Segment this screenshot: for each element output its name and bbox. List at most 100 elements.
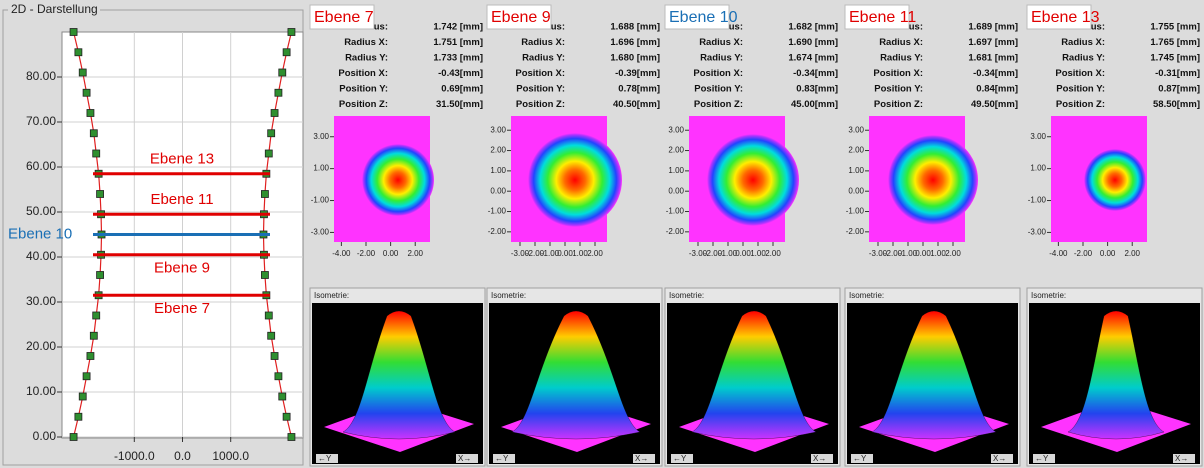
metric-key: Position X:: [338, 68, 388, 79]
data-point: [279, 393, 286, 400]
map-y-tick-label: 3.00: [848, 125, 864, 134]
iso-title: Isometrie:: [314, 291, 349, 300]
data-point: [261, 272, 268, 279]
iso-axis-label: X→: [1175, 454, 1188, 463]
y-tick-label: 60.00: [26, 159, 56, 173]
data-point: [268, 130, 275, 137]
map-x-tick-label: 0.00: [915, 249, 931, 258]
iso-axis-label: ←Y: [318, 454, 332, 463]
data-point: [288, 434, 295, 441]
iso-axis-label: ←Y: [673, 454, 687, 463]
map-y-tick-label: -3.00: [1028, 228, 1047, 237]
metric-key: Radius X:: [879, 37, 923, 48]
metric-value: -0.34[mm]: [973, 68, 1018, 79]
map-x-tick-label: -4.00: [1049, 249, 1068, 258]
map-y-tick-label: 0.00: [668, 186, 684, 195]
plane-tab-label: Ebene 13: [1031, 9, 1100, 26]
metric-key: Radius X:: [521, 37, 565, 48]
y-tick-label: 30.00: [26, 294, 56, 308]
data-point: [97, 272, 104, 279]
map-x-tick-label: 0.00: [735, 249, 751, 258]
metric-value: 0.83[mm]: [796, 84, 838, 95]
map-y-tick-label: 3.00: [1030, 132, 1046, 141]
y-tick-label: 40.00: [26, 249, 56, 263]
metric-key: Position Z:: [1056, 99, 1105, 110]
beam-spot: [1084, 149, 1146, 211]
iso-axis-label: X→: [993, 454, 1006, 463]
data-point: [90, 130, 97, 137]
metric-value: 1.690 [mm]: [788, 37, 838, 48]
map-y-tick-label: -1.00: [666, 207, 685, 216]
map-x-tick-label: 0.00: [383, 249, 399, 258]
metric-value: 40.50[mm]: [613, 99, 660, 110]
data-point: [87, 110, 94, 117]
screen: 2D - Darstellung 0.0010.0020.0030.0040.0…: [0, 0, 1204, 468]
plane-label: Ebene 10: [8, 225, 72, 242]
data-point: [79, 393, 86, 400]
iso-title: Isometrie:: [669, 291, 704, 300]
metric-value: 1.674 [mm]: [788, 53, 838, 64]
data-point: [97, 191, 104, 198]
metric-key: Position Y:: [516, 84, 565, 95]
y-tick-label: 80.00: [26, 69, 56, 83]
map-x-tick-label: -2.00: [357, 249, 376, 258]
map-y-tick-label: -1.00: [488, 207, 507, 216]
iso-axis-label: ←Y: [853, 454, 867, 463]
beam-spot: [707, 134, 799, 226]
metric-value: 1.755 [mm]: [1150, 22, 1200, 33]
metric-value: 1.765 [mm]: [1150, 37, 1200, 48]
metric-key: Radius Y:: [880, 53, 923, 64]
iso-axis-label: ←Y: [1035, 454, 1049, 463]
iso-axis-label: ←Y: [495, 454, 509, 463]
map-x-tick-label: 1.00: [572, 249, 588, 258]
metric-key: Radius Y:: [1062, 53, 1105, 64]
metric-key: Position Y:: [874, 84, 923, 95]
map-y-tick-label: 3.00: [668, 125, 684, 134]
iso-title: Isometrie:: [849, 291, 884, 300]
data-point: [275, 89, 282, 96]
data-point: [265, 312, 272, 319]
data-point: [283, 413, 290, 420]
map-y-tick-label: 2.00: [490, 146, 506, 155]
iso-title: Isometrie:: [491, 291, 526, 300]
x-tick-label: -1000.0: [114, 449, 155, 463]
beam-spot: [888, 135, 978, 225]
iso-axis-label: X→: [813, 454, 826, 463]
metric-value: 0.84[mm]: [976, 84, 1018, 95]
map-y-tick-label: 3.00: [313, 132, 329, 141]
metric-value: -0.43[mm]: [438, 68, 483, 79]
metric-key: Position X:: [1055, 68, 1105, 79]
metric-value: -0.39[mm]: [615, 68, 660, 79]
data-point: [79, 69, 86, 76]
metric-value: 1.697 [mm]: [968, 37, 1018, 48]
map-y-tick-label: 0.00: [848, 186, 864, 195]
y-tick-label: 50.00: [26, 204, 56, 218]
metric-value: 1.742 [mm]: [433, 22, 483, 33]
map-x-tick-label: 2.00: [587, 249, 603, 258]
group-title: 2D - Darstellung: [11, 2, 98, 16]
metric-key: Position Y:: [694, 84, 743, 95]
data-point: [271, 110, 278, 117]
map-x-tick-label: 2.00: [1124, 249, 1140, 258]
data-point: [70, 29, 77, 36]
metric-key: Position Y:: [1056, 84, 1105, 95]
metric-value: 0.87[mm]: [1158, 84, 1200, 95]
map-x-tick-label: 2.00: [765, 249, 781, 258]
metric-value: -0.34[mm]: [793, 68, 838, 79]
metric-value: 1.689 [mm]: [968, 22, 1018, 33]
metric-key: Position Y:: [339, 84, 388, 95]
map-y-tick-label: 3.00: [490, 125, 506, 134]
data-point: [271, 353, 278, 360]
metric-value: 1.745 [mm]: [1150, 53, 1200, 64]
map-y-tick-label: 1.00: [490, 166, 506, 175]
page: 2D - Darstellung 0.0010.0020.0030.0040.0…: [0, 0, 1204, 468]
plane-tab-label: Ebene 11: [849, 9, 916, 26]
map-x-tick-label: 1.00: [750, 249, 766, 258]
metric-key: Radius X:: [1061, 37, 1105, 48]
metric-value: 31.50[mm]: [436, 99, 483, 110]
y-tick-label: 70.00: [26, 114, 56, 128]
map-y-tick-label: 1.00: [1030, 164, 1046, 173]
data-point: [83, 373, 90, 380]
map-y-tick-label: 1.00: [848, 166, 864, 175]
map-x-tick-label: 0.00: [1100, 249, 1116, 258]
